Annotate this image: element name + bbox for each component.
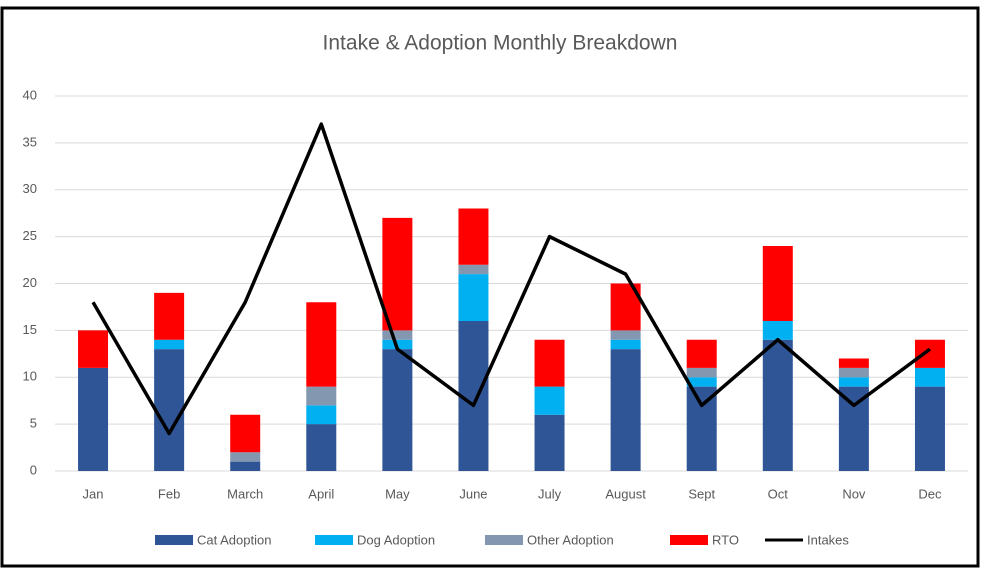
x-tick-label: Jan bbox=[83, 486, 104, 501]
bar-segment bbox=[458, 274, 489, 321]
bar-segment bbox=[534, 386, 565, 415]
legend-label: Intakes bbox=[807, 532, 849, 547]
x-tick-label: May bbox=[385, 486, 410, 501]
bar-segment bbox=[382, 330, 413, 340]
legend-label: Cat Adoption bbox=[197, 532, 271, 547]
x-tick-label: June bbox=[459, 486, 487, 501]
bar-segment bbox=[914, 367, 945, 387]
x-tick-label: Oct bbox=[768, 486, 789, 501]
bar-segment bbox=[686, 367, 717, 378]
x-tick-label: July bbox=[538, 486, 562, 501]
x-tick-label: Feb bbox=[158, 486, 180, 501]
x-tick-label: Sept bbox=[688, 486, 715, 501]
bar-segment bbox=[762, 246, 793, 321]
y-tick-label: 20 bbox=[23, 275, 37, 290]
bar-segment bbox=[838, 386, 869, 471]
bar-segment bbox=[534, 339, 565, 387]
bar-segment bbox=[230, 414, 261, 453]
legend-swatch bbox=[670, 535, 708, 545]
y-tick-label: 25 bbox=[23, 228, 37, 243]
bar-segment bbox=[306, 424, 337, 471]
bar-segment bbox=[838, 377, 869, 387]
bar-segment bbox=[78, 367, 109, 471]
y-tick-label: 5 bbox=[30, 416, 37, 431]
bar-segment bbox=[914, 386, 945, 471]
legend-label: Dog Adoption bbox=[357, 532, 435, 547]
legend-swatch bbox=[155, 535, 193, 545]
bar-segment bbox=[762, 339, 793, 471]
bar-segment bbox=[382, 217, 413, 331]
chart-title: Intake & Adoption Monthly Breakdown bbox=[323, 32, 678, 55]
bar-segment bbox=[914, 339, 945, 368]
bar-segment bbox=[686, 386, 717, 471]
x-tick-label: Dec bbox=[918, 486, 942, 501]
bar-segment bbox=[838, 358, 869, 368]
y-tick-label: 35 bbox=[23, 134, 37, 149]
legend-label: Other Adoption bbox=[527, 532, 614, 547]
bar-segment bbox=[154, 349, 185, 471]
legend-swatch bbox=[485, 535, 523, 545]
line-series bbox=[91, 122, 931, 436]
legend-swatch bbox=[315, 535, 353, 545]
y-tick-label: 30 bbox=[23, 181, 37, 196]
x-tick-label: April bbox=[308, 486, 334, 501]
x-tick-label: March bbox=[227, 486, 263, 501]
bar-segment bbox=[230, 452, 261, 462]
bar-segment bbox=[458, 208, 489, 265]
bar-segment bbox=[458, 264, 489, 275]
x-tick-label: Nov bbox=[842, 486, 866, 501]
y-tick-label: 15 bbox=[23, 322, 37, 337]
bar-segment bbox=[154, 339, 185, 350]
x-tick-label: August bbox=[605, 486, 646, 501]
bar-segment bbox=[306, 302, 337, 387]
bar-segment bbox=[610, 339, 641, 350]
bar-segment bbox=[230, 461, 261, 471]
bar-segment bbox=[686, 377, 717, 387]
bar-segment bbox=[610, 330, 641, 340]
y-tick-label: 0 bbox=[30, 462, 37, 477]
bar-segment bbox=[686, 339, 717, 368]
legend-label: RTO bbox=[712, 532, 739, 547]
bar-segment bbox=[306, 386, 337, 406]
bar-segment bbox=[610, 349, 641, 471]
chart-frame bbox=[0, 6, 980, 568]
bar-segment bbox=[762, 321, 793, 340]
y-tick-label: 10 bbox=[23, 369, 37, 384]
bar-segment bbox=[382, 349, 413, 471]
bar-segment bbox=[838, 367, 869, 378]
bar-segment bbox=[534, 414, 565, 471]
bar-segment bbox=[154, 292, 185, 340]
bar-segment bbox=[78, 330, 109, 368]
y-tick-label: 40 bbox=[23, 87, 37, 102]
bar-segment bbox=[306, 405, 337, 425]
